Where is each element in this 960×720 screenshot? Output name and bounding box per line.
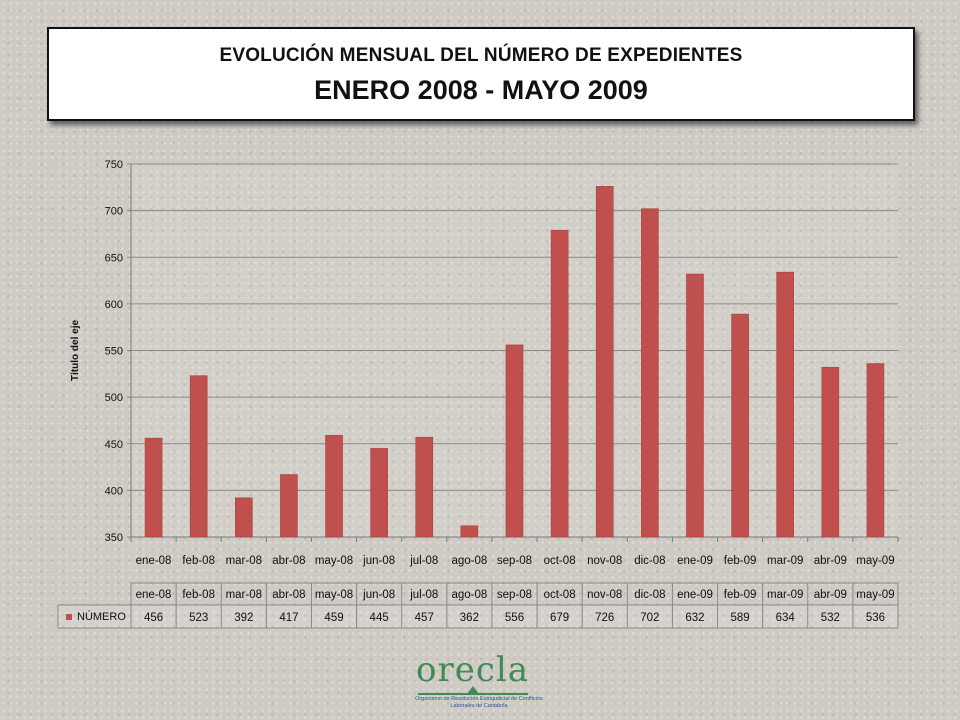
y-tick-label: 700	[105, 206, 123, 218]
x-tick-label: jun-08	[362, 555, 395, 567]
table-header-cell: jul-08	[409, 589, 438, 601]
bar	[460, 525, 479, 538]
bar	[776, 271, 795, 538]
orecla-logo: orecla Organismo de Resolución Extrajudi…	[408, 650, 558, 718]
x-tick-label: nov-08	[587, 555, 622, 567]
x-tick-label: dic-08	[634, 555, 665, 567]
table-header-cell: nov-08	[587, 589, 622, 601]
table-value-cell: 417	[279, 612, 298, 624]
x-tick-label: mar-09	[767, 555, 803, 567]
bar	[821, 366, 840, 538]
y-tick-label: 400	[105, 485, 123, 497]
y-tick-label: 350	[105, 532, 123, 544]
logo-wordmark: orecla	[416, 650, 530, 690]
logo-subtitle: Organismo de Resolución Extrajudicial de…	[415, 696, 543, 709]
table-header-cell: jun-08	[362, 589, 395, 601]
x-tick-label: abr-09	[814, 555, 847, 567]
table-value-cell: 362	[460, 612, 479, 624]
bar	[280, 474, 298, 538]
logo-triangle	[467, 686, 479, 694]
table-value-cell: 536	[866, 612, 885, 624]
table-value-cell: 726	[595, 612, 614, 624]
x-tick-label: ago-08	[451, 555, 487, 567]
table-header-cell: abr-09	[814, 589, 847, 601]
table-value-cell: 702	[640, 612, 659, 624]
bar	[189, 375, 208, 538]
bar	[144, 437, 163, 538]
title-box: EVOLUCIÓN MENSUAL DEL NÚMERO DE EXPEDIEN…	[47, 27, 915, 121]
table-value-cell: 459	[324, 612, 343, 624]
table-value-cell: 445	[370, 612, 389, 624]
y-tick-label: 750	[105, 159, 123, 171]
x-tick-label: oct-08	[544, 555, 576, 567]
table-header-cell: mar-08	[226, 589, 262, 601]
data-table-row-bg	[58, 605, 898, 628]
bar	[234, 497, 253, 538]
legend-label: NÚMERO	[77, 610, 126, 623]
table-header-cell: may-09	[856, 589, 894, 601]
bar	[866, 363, 885, 538]
bar	[415, 436, 434, 538]
table-header-cell: abr-08	[272, 589, 305, 601]
y-tick-label: 600	[105, 299, 123, 311]
bar	[686, 273, 704, 538]
bar	[370, 448, 388, 538]
x-tick-label: mar-08	[226, 555, 262, 567]
table-value-cell: 679	[550, 612, 569, 624]
table-value-cell: 589	[730, 612, 749, 624]
table-header-cell: oct-08	[544, 589, 576, 601]
chart-title-line1: EVOLUCIÓN MENSUAL DEL NÚMERO DE EXPEDIEN…	[219, 45, 743, 66]
x-tick-label: sep-08	[497, 555, 532, 567]
table-header-cell: ene-09	[677, 589, 713, 601]
x-tick-label: may-08	[315, 555, 353, 567]
table-value-cell: 392	[234, 612, 253, 624]
y-axis-title: Título del eje	[70, 320, 81, 382]
x-tick-label: feb-09	[724, 555, 757, 567]
table-header-cell: ago-08	[451, 589, 487, 601]
table-value-cell: 632	[685, 612, 704, 624]
table-header-cell: feb-09	[724, 589, 757, 601]
table-value-cell: 456	[144, 612, 163, 624]
table-header-cell: mar-09	[767, 589, 803, 601]
bar	[641, 208, 659, 538]
table-value-cell: 523	[189, 612, 208, 624]
x-tick-label: jul-08	[409, 555, 438, 567]
table-header-cell: sep-08	[497, 589, 532, 601]
chart-title-line2: ENERO 2008 - MAYO 2009	[314, 75, 648, 105]
table-value-cell: 532	[821, 612, 840, 624]
table-value-cell: 556	[505, 612, 524, 624]
table-header-cell: dic-08	[634, 589, 665, 601]
table-header-cell: ene-08	[136, 589, 172, 601]
legend-swatch	[66, 614, 72, 620]
table-value-cell: 457	[415, 612, 434, 624]
x-tick-label: ene-08	[136, 555, 172, 567]
x-tick-label: ene-09	[677, 555, 713, 567]
x-tick-label: feb-08	[182, 555, 215, 567]
bar	[550, 229, 569, 538]
bar	[731, 313, 749, 538]
y-tick-label: 650	[105, 252, 123, 264]
y-tick-label: 450	[105, 439, 123, 451]
bar	[505, 344, 524, 538]
bar	[595, 186, 614, 538]
y-tick-label: 500	[105, 392, 123, 404]
bar	[325, 435, 343, 538]
y-tick-label: 550	[105, 346, 123, 358]
logo-mark	[418, 686, 528, 695]
table-value-cell: 634	[776, 612, 796, 624]
x-tick-label: may-09	[856, 555, 894, 567]
x-tick-label: abr-08	[272, 555, 305, 567]
table-header-cell: feb-08	[182, 589, 215, 601]
table-header-cell: may-08	[315, 589, 353, 601]
